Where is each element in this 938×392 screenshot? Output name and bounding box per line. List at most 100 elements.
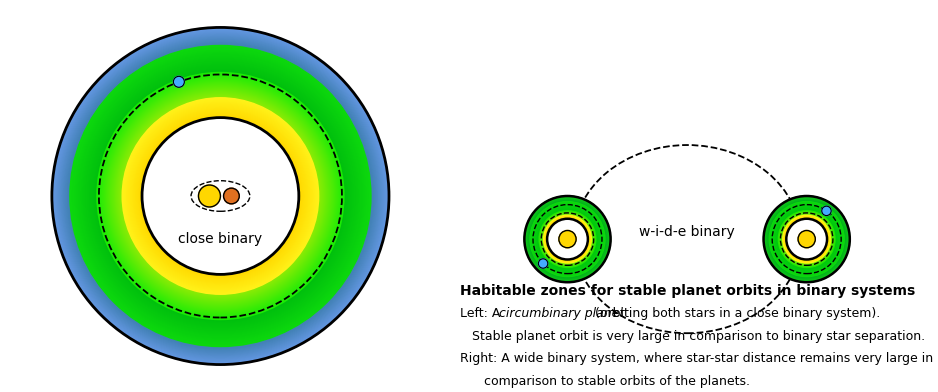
Circle shape bbox=[785, 217, 828, 261]
Circle shape bbox=[769, 201, 844, 277]
Circle shape bbox=[769, 202, 844, 276]
Circle shape bbox=[56, 32, 385, 360]
Circle shape bbox=[58, 34, 383, 358]
Circle shape bbox=[98, 73, 343, 319]
Circle shape bbox=[97, 73, 344, 319]
Circle shape bbox=[538, 210, 597, 269]
Circle shape bbox=[526, 198, 609, 281]
Circle shape bbox=[538, 211, 597, 268]
Circle shape bbox=[62, 37, 379, 355]
Circle shape bbox=[775, 207, 839, 271]
Circle shape bbox=[543, 215, 592, 263]
Circle shape bbox=[765, 198, 848, 280]
Circle shape bbox=[547, 218, 588, 260]
Circle shape bbox=[559, 230, 576, 248]
Circle shape bbox=[779, 211, 835, 267]
Circle shape bbox=[112, 87, 329, 305]
Circle shape bbox=[64, 39, 377, 353]
Circle shape bbox=[94, 70, 347, 322]
Text: Left: A: Left: A bbox=[460, 307, 504, 320]
Circle shape bbox=[778, 210, 836, 268]
Circle shape bbox=[783, 215, 830, 263]
Circle shape bbox=[140, 115, 301, 277]
Circle shape bbox=[87, 63, 354, 329]
Circle shape bbox=[537, 209, 598, 270]
Circle shape bbox=[540, 212, 595, 266]
Circle shape bbox=[540, 212, 595, 266]
Circle shape bbox=[70, 46, 371, 346]
Circle shape bbox=[776, 209, 838, 270]
Circle shape bbox=[88, 64, 353, 328]
Circle shape bbox=[113, 88, 328, 304]
Circle shape bbox=[129, 104, 312, 288]
Circle shape bbox=[131, 107, 310, 285]
Circle shape bbox=[139, 114, 302, 278]
Circle shape bbox=[764, 197, 849, 281]
Circle shape bbox=[775, 207, 839, 271]
Circle shape bbox=[99, 75, 341, 317]
Circle shape bbox=[530, 201, 605, 277]
Circle shape bbox=[89, 64, 352, 328]
Circle shape bbox=[118, 94, 323, 298]
Circle shape bbox=[781, 214, 832, 264]
Circle shape bbox=[119, 95, 322, 297]
Circle shape bbox=[776, 208, 838, 270]
Circle shape bbox=[73, 49, 368, 343]
Circle shape bbox=[53, 28, 388, 364]
Circle shape bbox=[540, 212, 595, 267]
Circle shape bbox=[541, 213, 594, 265]
Circle shape bbox=[80, 55, 361, 337]
Circle shape bbox=[52, 27, 389, 365]
Circle shape bbox=[524, 196, 611, 282]
Circle shape bbox=[779, 212, 834, 266]
Circle shape bbox=[776, 208, 838, 270]
Circle shape bbox=[53, 29, 387, 363]
Circle shape bbox=[134, 109, 307, 283]
Circle shape bbox=[545, 216, 590, 262]
Circle shape bbox=[786, 218, 827, 260]
Circle shape bbox=[535, 206, 600, 272]
Circle shape bbox=[142, 118, 299, 274]
Circle shape bbox=[546, 218, 589, 261]
Circle shape bbox=[770, 202, 843, 276]
Circle shape bbox=[84, 60, 356, 332]
Circle shape bbox=[125, 100, 316, 292]
Circle shape bbox=[782, 214, 831, 264]
Circle shape bbox=[86, 62, 355, 330]
Circle shape bbox=[772, 204, 841, 274]
Circle shape bbox=[772, 204, 841, 274]
Circle shape bbox=[55, 31, 386, 361]
Circle shape bbox=[528, 200, 607, 278]
Circle shape bbox=[117, 93, 324, 299]
Circle shape bbox=[778, 211, 836, 268]
Circle shape bbox=[108, 83, 333, 309]
Circle shape bbox=[538, 259, 548, 268]
Circle shape bbox=[822, 206, 831, 216]
Circle shape bbox=[533, 205, 602, 274]
Text: comparison to stable orbits of the planets.: comparison to stable orbits of the plane… bbox=[460, 375, 749, 388]
Circle shape bbox=[63, 38, 378, 354]
Circle shape bbox=[74, 50, 367, 342]
Circle shape bbox=[136, 111, 305, 281]
Circle shape bbox=[526, 198, 609, 280]
Circle shape bbox=[66, 41, 375, 351]
Circle shape bbox=[142, 118, 299, 274]
Text: Stable planet orbit is very large in comparison to binary star separation.: Stable planet orbit is very large in com… bbox=[460, 330, 925, 343]
Circle shape bbox=[117, 93, 324, 299]
Circle shape bbox=[544, 215, 591, 263]
Circle shape bbox=[537, 208, 598, 270]
Circle shape bbox=[110, 85, 331, 307]
Circle shape bbox=[773, 205, 840, 273]
Circle shape bbox=[771, 203, 842, 275]
Circle shape bbox=[547, 219, 588, 260]
Circle shape bbox=[767, 200, 846, 278]
Circle shape bbox=[777, 209, 837, 269]
Circle shape bbox=[533, 204, 602, 274]
Circle shape bbox=[778, 210, 836, 269]
Circle shape bbox=[546, 218, 589, 260]
Circle shape bbox=[783, 216, 830, 263]
Circle shape bbox=[126, 102, 315, 290]
Circle shape bbox=[98, 74, 342, 318]
Circle shape bbox=[59, 34, 382, 358]
Circle shape bbox=[525, 197, 610, 281]
